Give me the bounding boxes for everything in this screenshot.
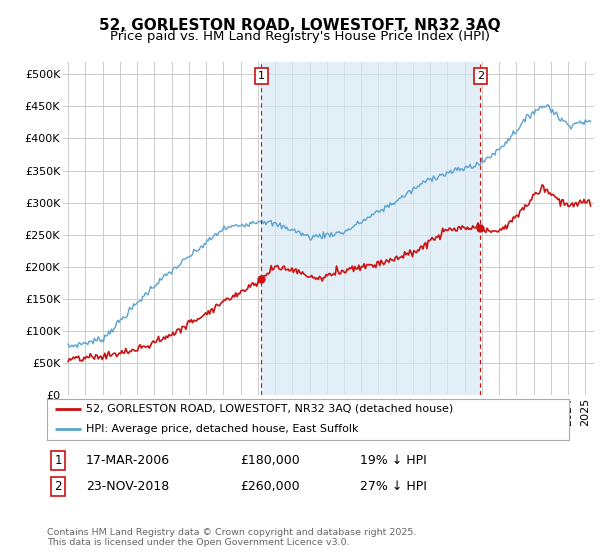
Text: 19% ↓ HPI: 19% ↓ HPI	[360, 454, 427, 467]
Text: 23-NOV-2018: 23-NOV-2018	[86, 480, 169, 493]
Text: HPI: Average price, detached house, East Suffolk: HPI: Average price, detached house, East…	[86, 424, 358, 435]
Text: 52, GORLESTON ROAD, LOWESTOFT, NR32 3AQ: 52, GORLESTON ROAD, LOWESTOFT, NR32 3AQ	[99, 18, 501, 33]
Text: £260,000: £260,000	[240, 480, 299, 493]
Text: 17-MAR-2006: 17-MAR-2006	[86, 454, 170, 467]
Text: Contains HM Land Registry data © Crown copyright and database right 2025.
This d: Contains HM Land Registry data © Crown c…	[47, 528, 416, 547]
Text: 27% ↓ HPI: 27% ↓ HPI	[360, 480, 427, 493]
Text: Price paid vs. HM Land Registry's House Price Index (HPI): Price paid vs. HM Land Registry's House …	[110, 30, 490, 43]
Text: 1: 1	[55, 454, 62, 467]
Bar	[261, 62, 480, 395]
Text: £180,000: £180,000	[240, 454, 299, 467]
Text: 2: 2	[476, 71, 484, 81]
Text: 52, GORLESTON ROAD, LOWESTOFT, NR32 3AQ (detached house): 52, GORLESTON ROAD, LOWESTOFT, NR32 3AQ …	[86, 404, 453, 414]
Text: 2: 2	[55, 480, 62, 493]
Text: 1: 1	[258, 71, 265, 81]
